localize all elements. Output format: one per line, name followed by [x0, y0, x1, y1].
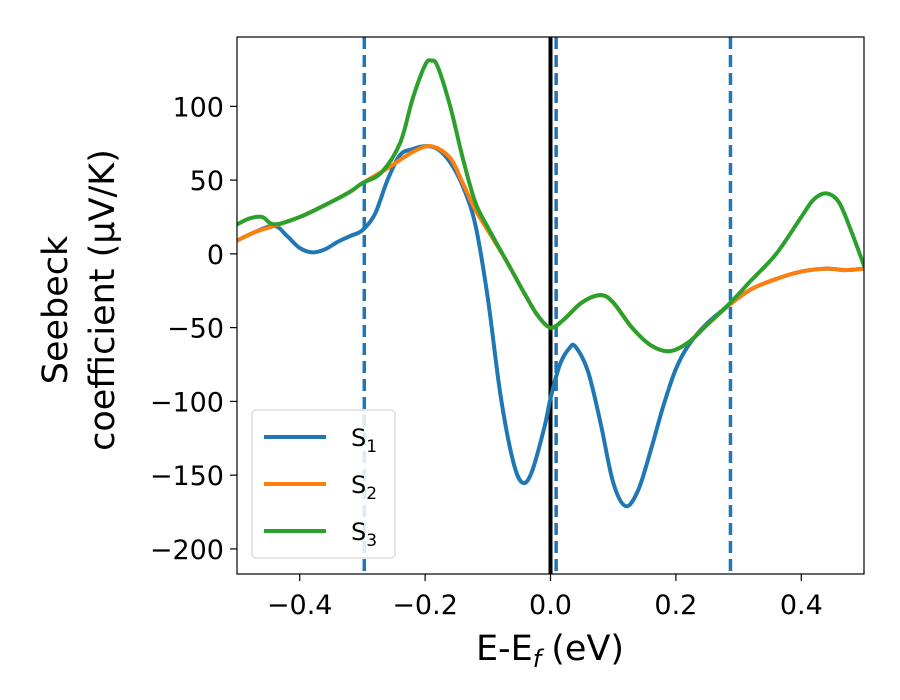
x-axis-label-sub: f — [533, 645, 545, 673]
x-axis-label-unit: (eV) — [551, 629, 624, 669]
y-tick-label: −50 — [167, 314, 224, 345]
x-tick-label: −0.4 — [267, 590, 333, 621]
legend-label-s1: S1 — [351, 424, 377, 457]
y-tick-label: −150 — [150, 461, 224, 492]
x-tick-label: −0.2 — [392, 590, 458, 621]
legend-label-subscript: 1 — [366, 437, 377, 457]
y-axis-label-line2: coefficient (μV/K) — [83, 149, 123, 451]
x-axis-label: E-Ef (eV) — [476, 629, 624, 673]
y-tick-label: −200 — [150, 535, 224, 566]
x-tick-label: 0.0 — [529, 590, 572, 621]
y-tick-label: 0 — [207, 240, 224, 271]
x-tick-label: 0.2 — [654, 590, 697, 621]
y-tick-label: −100 — [150, 387, 224, 418]
y-tick-label: 50 — [190, 166, 224, 197]
legend: S1 S2 S3 — [251, 409, 396, 559]
series-line-s3 — [237, 58, 864, 354]
legend-label-s3: S3 — [351, 518, 377, 551]
legend-label-subscript: 3 — [366, 531, 377, 551]
x-tick-label: 0.4 — [780, 590, 823, 621]
y-axis-label-line1: Seebeck — [36, 235, 76, 384]
legend-label-s2: S2 — [351, 471, 377, 504]
legend-label-subscript: 2 — [366, 484, 377, 504]
y-tick-label: 100 — [172, 92, 224, 123]
